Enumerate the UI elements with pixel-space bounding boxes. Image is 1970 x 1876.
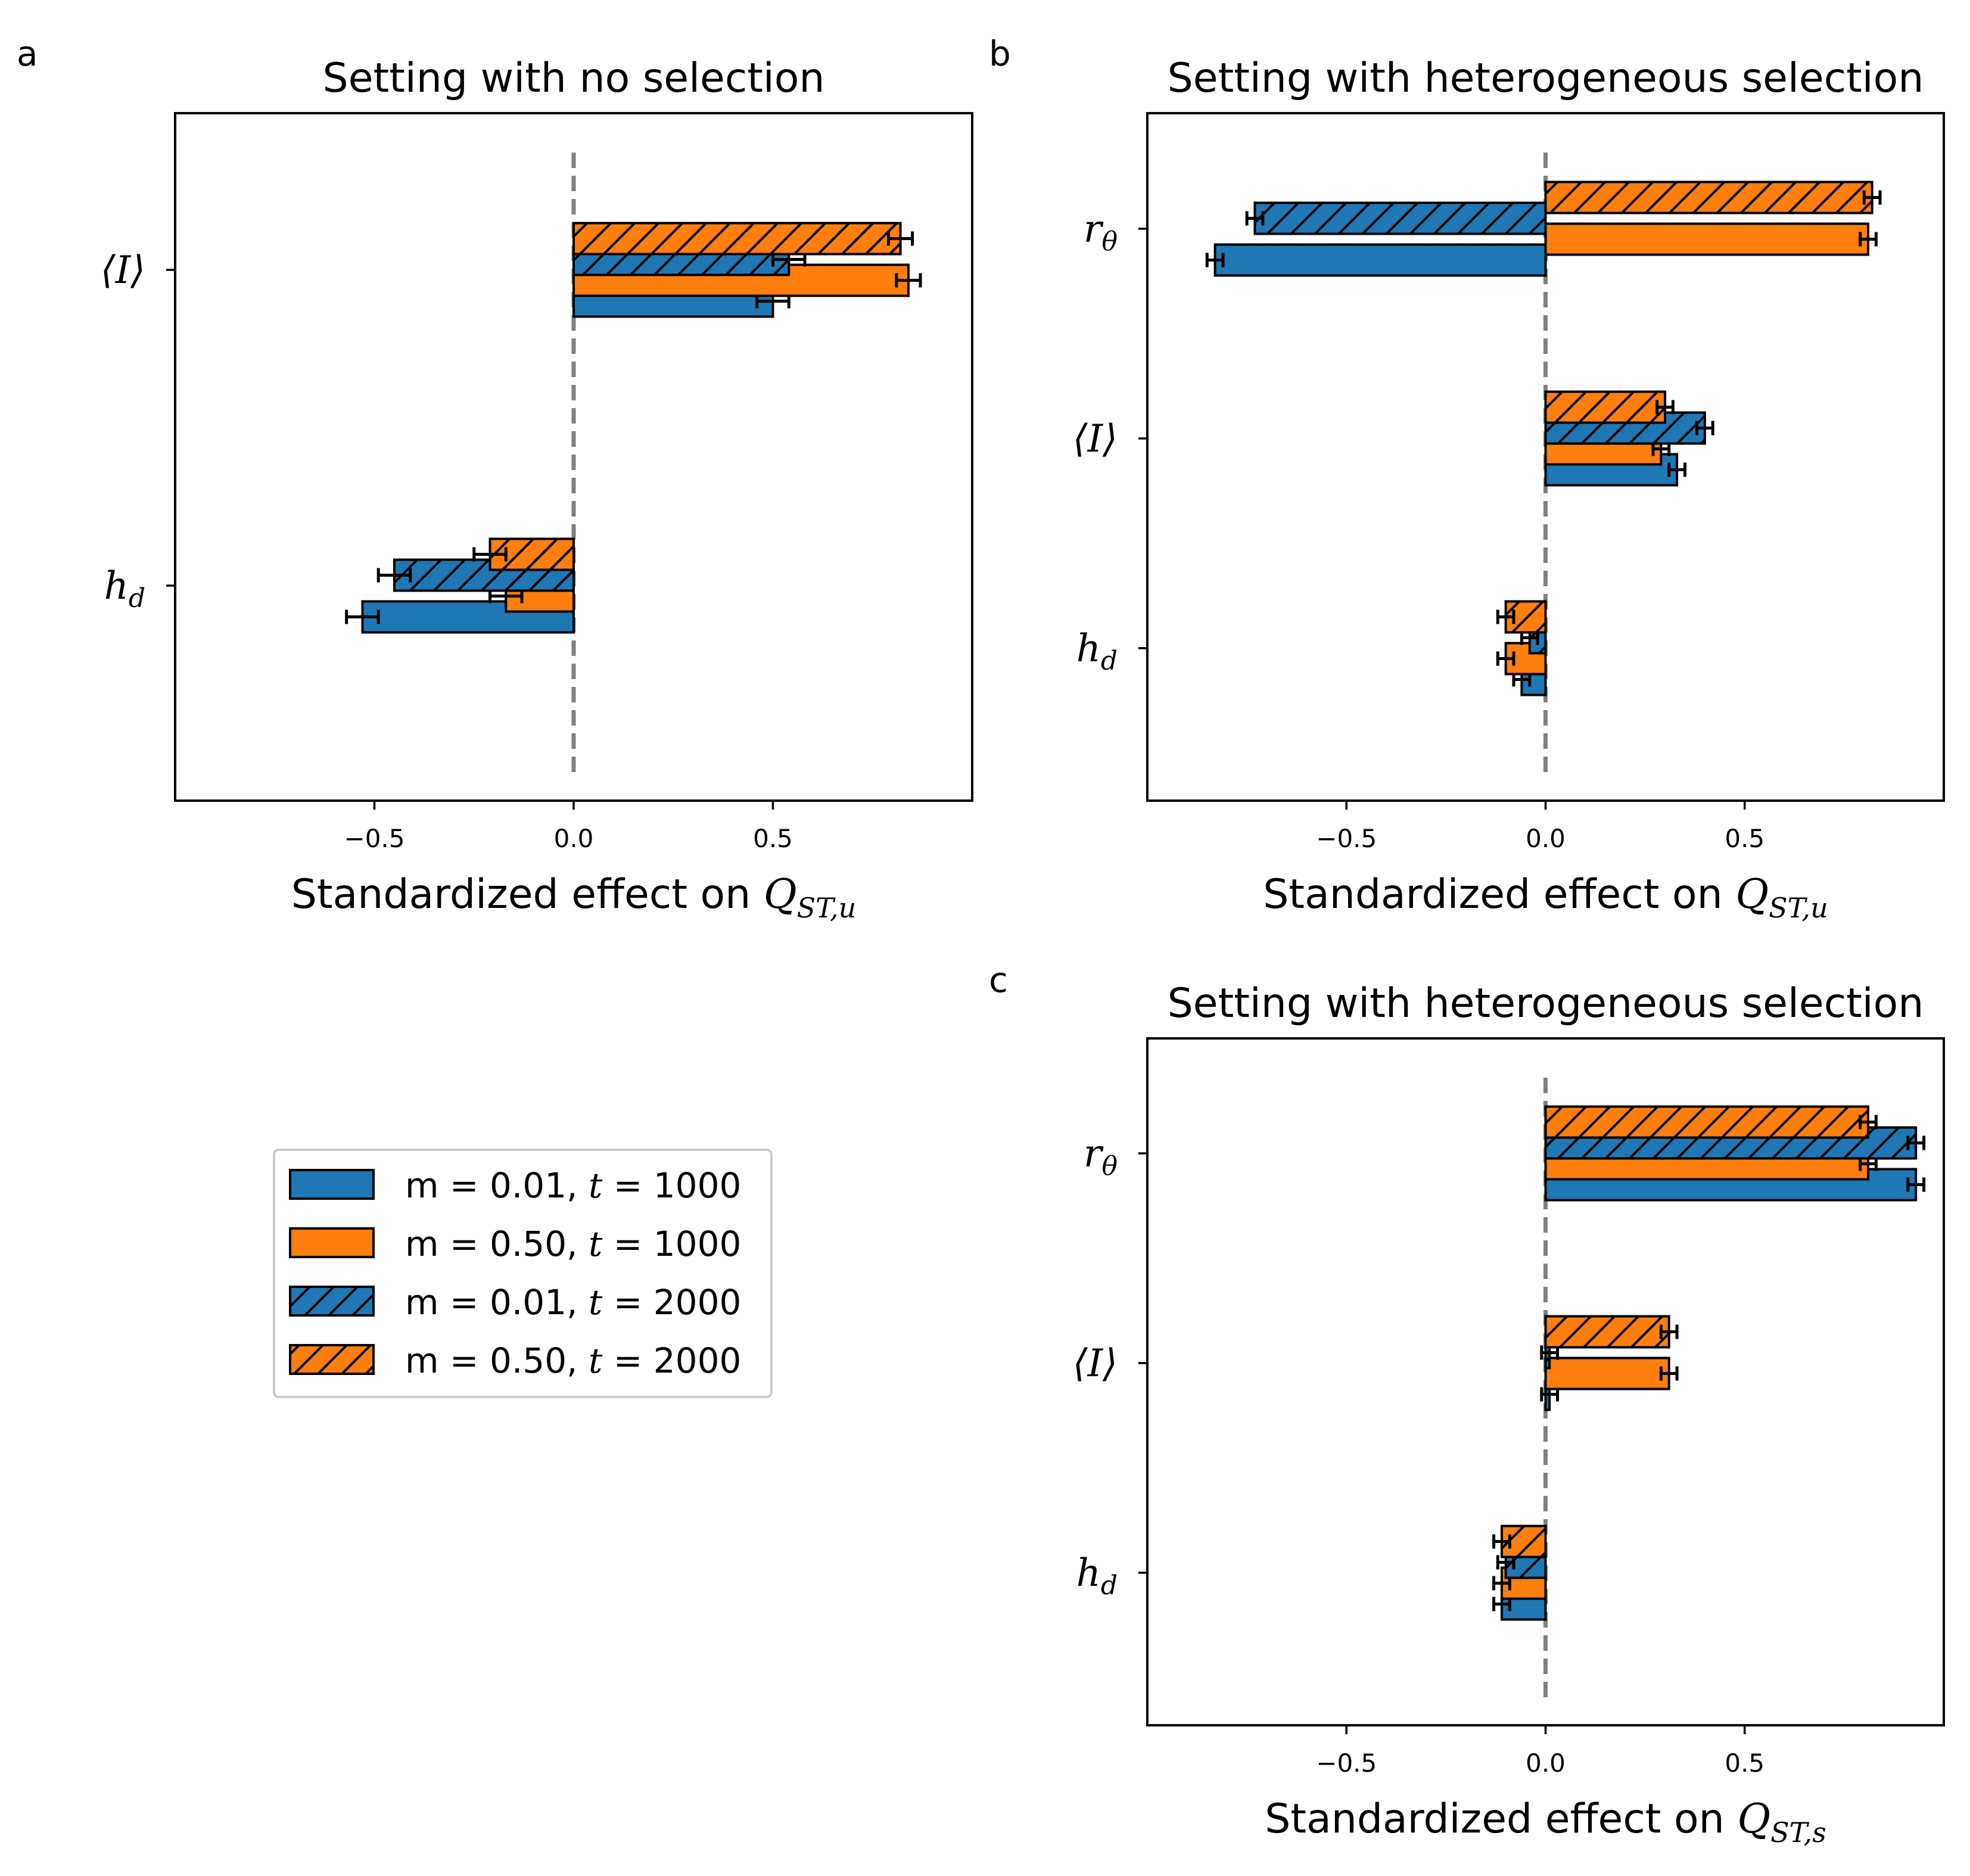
errorbar-c-s1-c1 <box>1659 1366 1679 1381</box>
x-tick-label: 0.0 <box>1526 824 1566 853</box>
y-tick-label: ⟨I⟩ <box>1073 1342 1118 1386</box>
errorbar-b-s2-c0 <box>1245 211 1265 226</box>
panel-letter: c <box>989 960 1008 1000</box>
x-tick-label: 0.5 <box>753 824 793 853</box>
y-tick-label: rθ <box>1084 1132 1118 1181</box>
x-tick-label: −0.5 <box>344 824 405 853</box>
x-axis-label: Standardized effect on QST,u <box>1263 871 1828 924</box>
panel-title: Setting with heterogeneous selection <box>1168 55 1924 102</box>
legend-swatch <box>289 1227 375 1258</box>
legend-label: m = 0.01, t = 1000 <box>405 1165 741 1206</box>
bars <box>345 222 922 634</box>
panel-b: b Setting with heterogeneous selection −0.… <box>989 33 1945 924</box>
bars <box>1492 1105 1926 1621</box>
panel-letter: b <box>989 33 1011 74</box>
y-tick-label: hd <box>104 564 145 614</box>
x-tick-label: 0.5 <box>1725 824 1764 853</box>
errorbar-a-s3-c0 <box>887 231 914 246</box>
legend-item: m = 0.01, t = 1000 <box>289 1165 741 1206</box>
errorbar-b-s1-c2 <box>1496 651 1515 666</box>
errorbar-b-s2-c1 <box>1695 421 1714 435</box>
panels: a Setting with no selection −0.5 0.0 0.5 ⟨I⟩ h… <box>17 33 1945 1849</box>
bar-hatch-c-s3-c0 <box>1545 1106 1868 1138</box>
legend: m = 0.01, t = 1000 m = 0.50, t = 1000 m = … <box>273 1149 773 1398</box>
x-tick-label: 0.5 <box>1725 1749 1764 1778</box>
bar-hatch-c-s3-c1 <box>1545 1316 1669 1348</box>
legend-label: m = 0.50, t = 2000 <box>405 1340 741 1381</box>
bar-b-s0-c0 <box>1213 243 1547 277</box>
y-tick-label: ⟨I⟩ <box>1073 417 1118 461</box>
x-tick-label: 0.0 <box>1526 1749 1566 1778</box>
errorbar-a-s2-c1 <box>376 568 412 583</box>
errorbar-a-s3-c1 <box>472 547 508 562</box>
x-tick-label: 0.0 <box>554 824 594 853</box>
errorbar-a-s1-c0 <box>895 273 922 288</box>
errorbar-b-s0-c0 <box>1205 253 1225 267</box>
panel-title: Setting with heterogeneous selection <box>1168 980 1924 1027</box>
x-tick-label: −0.5 <box>1316 1749 1377 1778</box>
errorbar-b-s3-c1 <box>1655 400 1675 415</box>
legend-swatch <box>289 1169 375 1200</box>
legend-item: m = 0.50, t = 2000 <box>289 1340 741 1381</box>
legend-label: m = 0.01, t = 2000 <box>405 1282 741 1323</box>
errorbar-c-s3-c2 <box>1492 1534 1511 1549</box>
errorbar-b-s3-c2 <box>1496 609 1515 624</box>
y-tick-label: hd <box>1076 627 1118 676</box>
legend-item: m = 0.50, t = 1000 <box>289 1224 741 1264</box>
bar-c-s1-c1 <box>1544 1357 1670 1390</box>
errorbar-b-s3-c0 <box>1862 190 1882 205</box>
panel-letter: a <box>17 33 38 74</box>
panel-a: a Setting with no selection −0.5 0.0 0.5 ⟨I⟩ h… <box>17 33 973 924</box>
errorbar-b-s0-c1 <box>1667 462 1686 477</box>
errorbar-c-s3-c0 <box>1859 1115 1878 1130</box>
errorbar-c-s0-c0 <box>1906 1177 1926 1192</box>
bars <box>1205 181 1882 696</box>
errorbar-c-s2-c0 <box>1906 1135 1926 1150</box>
legend-item: m = 0.01, t = 2000 <box>289 1282 741 1323</box>
legend-frame <box>273 1149 773 1398</box>
bar-hatch-b-s3-c0 <box>1545 182 1872 213</box>
x-axis-label: Standardized effect on QST,s <box>1265 1796 1826 1849</box>
panel-title: Setting with no selection <box>323 55 825 102</box>
y-tick-label: hd <box>1076 1551 1118 1601</box>
x-tick-label: −0.5 <box>1316 824 1377 853</box>
legend-swatch-hatch <box>290 1287 374 1315</box>
x-axis-label: Standardized effect on QST,u <box>291 871 857 924</box>
bar-hatch-b-s2-c0 <box>1255 203 1546 234</box>
legend-label: m = 0.50, t = 1000 <box>405 1224 741 1264</box>
bar-b-s1-c0 <box>1544 222 1869 256</box>
errorbar-a-s0-c1 <box>345 609 380 624</box>
bar-hatch-b-s3-c1 <box>1545 391 1666 423</box>
legend-swatch-hatch <box>290 1345 374 1374</box>
errorbar-c-s3-c1 <box>1659 1324 1679 1339</box>
y-tick-label: rθ <box>1084 207 1118 257</box>
panel-c: c Setting with heterogeneous selection −0.… <box>989 960 1945 1849</box>
bar-hatch-a-s3-c0 <box>574 223 901 254</box>
bar-a-s0-c1 <box>361 600 575 634</box>
errorbar-b-s1-c0 <box>1859 232 1878 247</box>
y-tick-label: ⟨I⟩ <box>101 248 145 293</box>
